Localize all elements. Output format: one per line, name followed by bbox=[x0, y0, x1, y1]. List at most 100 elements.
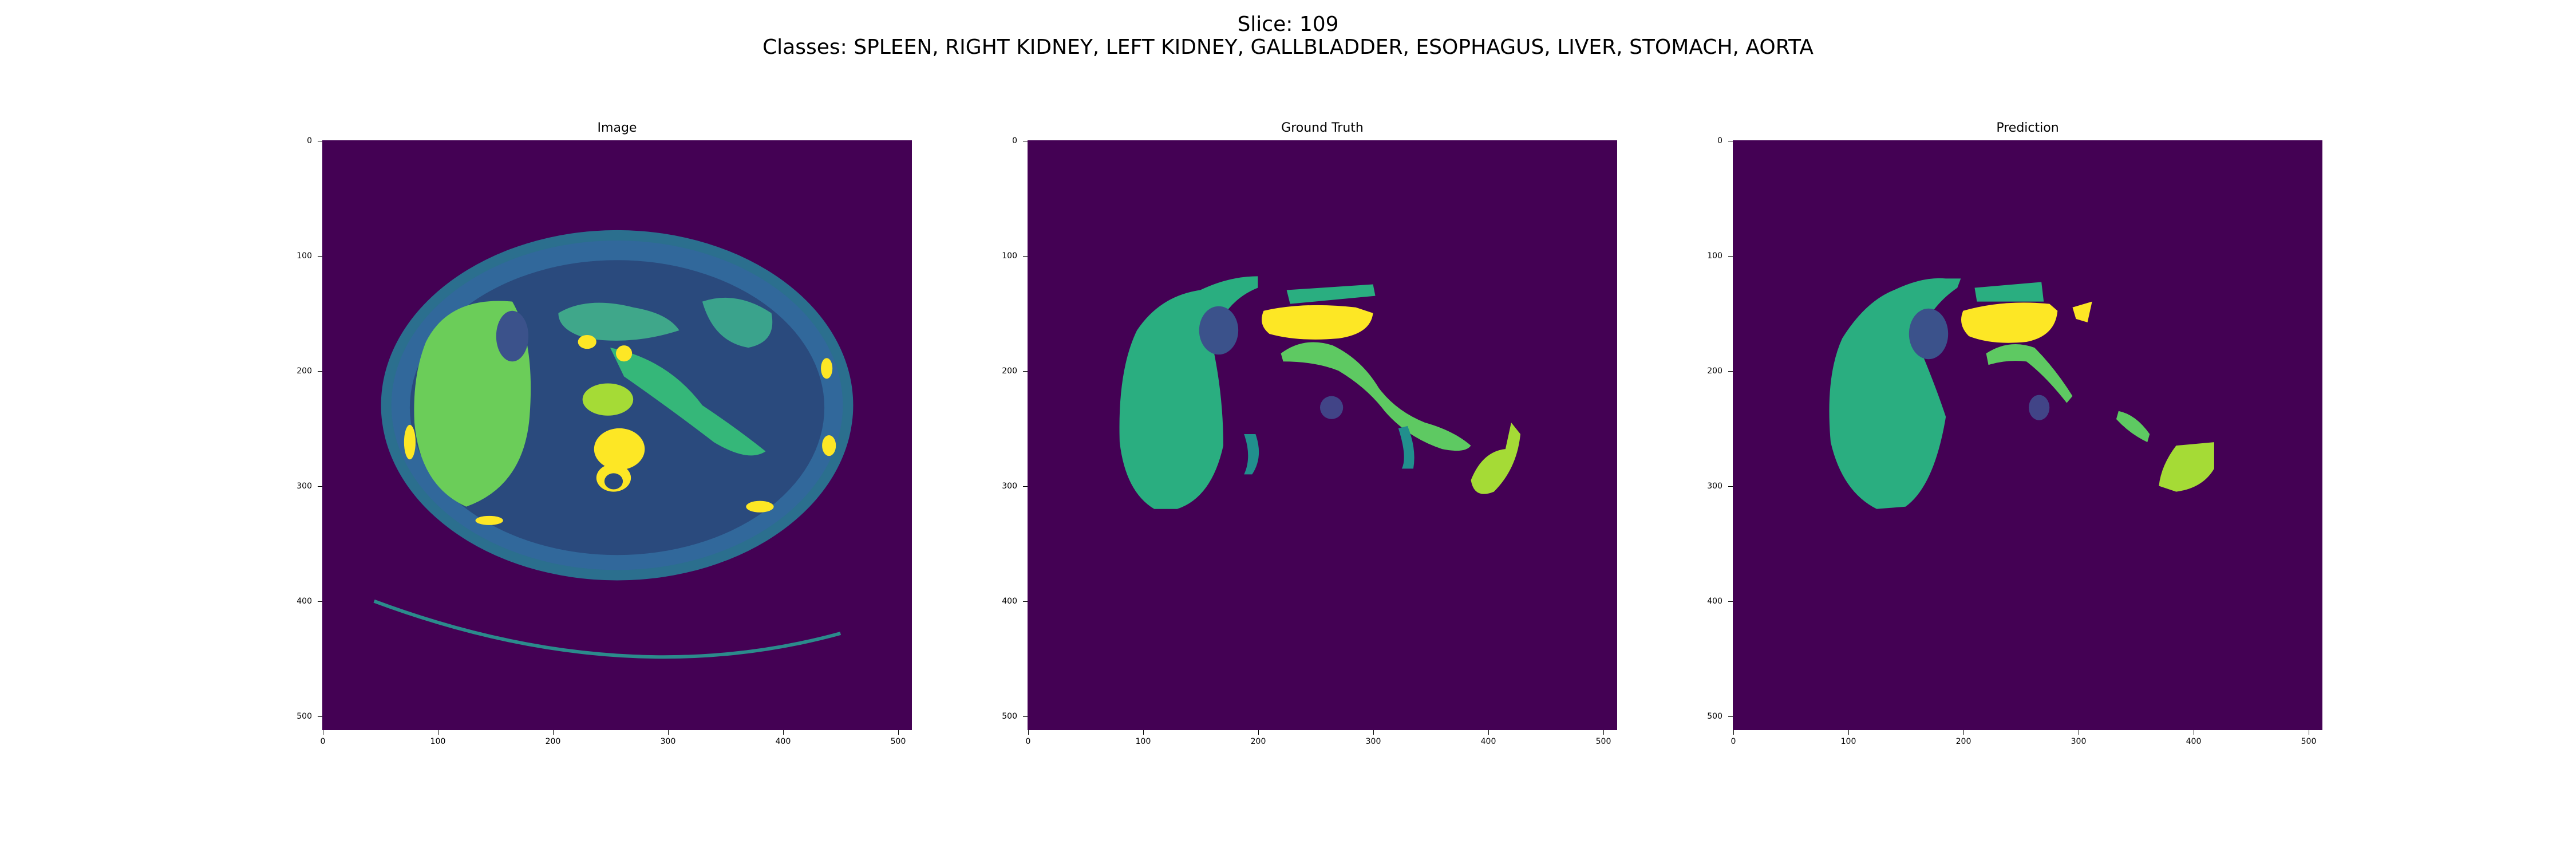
tick-label-x: 0 bbox=[1730, 737, 1736, 746]
tick-mark-x bbox=[1373, 730, 1374, 735]
spinal-canal bbox=[604, 473, 623, 490]
bowel-region bbox=[610, 348, 766, 456]
tick-mark-x bbox=[1963, 730, 1964, 735]
tick-mark-y bbox=[318, 256, 322, 257]
stomach-region bbox=[558, 302, 679, 341]
stomach-mask bbox=[1262, 305, 1373, 340]
liver-mask bbox=[1119, 276, 1258, 509]
tick-label-x: 500 bbox=[1595, 737, 1611, 746]
esophagus-mask-2 bbox=[1398, 425, 1415, 469]
ct-image-plot bbox=[322, 140, 912, 730]
tick-mark-y bbox=[1023, 601, 1028, 602]
tick-label-y: 300 bbox=[297, 482, 312, 491]
tick-label-x: 400 bbox=[1480, 737, 1496, 746]
liver-mask bbox=[1829, 278, 1961, 509]
panel-prediction: Prediction 0 100 200 300 400 500 0 100 2… bbox=[1707, 121, 2322, 746]
tick-label-x: 300 bbox=[2071, 737, 2087, 746]
mask-background bbox=[1028, 140, 1617, 730]
tick-mark-x bbox=[1143, 730, 1144, 735]
kidney-region bbox=[496, 310, 529, 362]
tick-label-y: 300 bbox=[1707, 482, 1722, 491]
tick-label-x: 100 bbox=[430, 737, 446, 746]
esophagus-mask bbox=[1244, 434, 1259, 475]
kidney-mask bbox=[1909, 308, 1949, 360]
prediction-mask bbox=[1733, 140, 2322, 730]
bowel-loop bbox=[702, 297, 773, 348]
tick-mark-x bbox=[1258, 730, 1259, 735]
tick-label-x: 0 bbox=[1025, 737, 1031, 746]
tick-label-y: 200 bbox=[297, 367, 312, 376]
tick-mark-x bbox=[1603, 730, 1604, 735]
figure-title-slice: Slice: 109 bbox=[1237, 13, 1339, 36]
mask-background bbox=[1733, 140, 2322, 730]
tick-label-x: 300 bbox=[1365, 737, 1381, 746]
tick-mark-y bbox=[1023, 256, 1028, 257]
rib-right bbox=[822, 435, 836, 456]
gallbladder-mask bbox=[2029, 395, 2050, 420]
tick-mark-y bbox=[318, 371, 322, 372]
tick-label-y: 200 bbox=[1707, 367, 1722, 376]
panel-image: Image 0 100 200 300 400 500 0 100 2 bbox=[297, 121, 912, 746]
tick-mark-y bbox=[1728, 256, 1733, 257]
tick-mark-x bbox=[783, 730, 784, 735]
vessel-region bbox=[582, 383, 634, 416]
tick-label-y: 500 bbox=[297, 712, 312, 721]
tick-label-y: 400 bbox=[1002, 597, 1017, 606]
tick-mark-y bbox=[1728, 371, 1733, 372]
tick-mark-y bbox=[1728, 716, 1733, 717]
tick-label-y: 400 bbox=[297, 597, 312, 606]
tick-label-y: 100 bbox=[1707, 251, 1722, 261]
tick-label-y: 0 bbox=[307, 136, 312, 145]
tick-label-y: 500 bbox=[1707, 712, 1722, 721]
tick-label-y: 500 bbox=[1002, 712, 1017, 721]
rib-left bbox=[404, 424, 416, 460]
spleen-mask bbox=[1471, 422, 1521, 494]
panel-ground-truth: Ground Truth 0 100 200 300 400 500 0 100… bbox=[1002, 121, 1617, 746]
tick-mark-x bbox=[1733, 730, 1734, 735]
tick-mark-y bbox=[1023, 716, 1028, 717]
aorta-mask bbox=[1986, 344, 2073, 403]
ground-truth-mask bbox=[1028, 140, 1617, 730]
tick-mark-x bbox=[1848, 730, 1849, 735]
rib-lower-right bbox=[746, 501, 774, 513]
tick-label-x: 400 bbox=[2186, 737, 2202, 746]
tick-mark-y bbox=[318, 716, 322, 717]
tick-label-x: 100 bbox=[1135, 737, 1151, 746]
vertebra-body bbox=[594, 428, 645, 470]
tick-label-x: 500 bbox=[2301, 737, 2317, 746]
aorta-mask bbox=[1281, 342, 1471, 451]
stomach-upper-mask bbox=[1286, 284, 1376, 304]
tick-mark-x bbox=[553, 730, 554, 735]
aorta-spot bbox=[615, 345, 633, 362]
stomach-mask bbox=[1961, 302, 2058, 343]
tick-label-y: 200 bbox=[1002, 367, 1017, 376]
panel-title: Image bbox=[597, 121, 637, 135]
tick-mark-x bbox=[668, 730, 669, 735]
tick-mark-x bbox=[1488, 730, 1489, 735]
spleen-mask bbox=[2159, 442, 2214, 492]
tick-label-x: 500 bbox=[890, 737, 906, 746]
tick-label-y: 0 bbox=[1012, 136, 1017, 145]
tick-label-x: 200 bbox=[1955, 737, 1971, 746]
aorta-mask-2 bbox=[2116, 411, 2150, 443]
stomach-fragment-mask bbox=[2072, 301, 2092, 322]
tick-label-x: 0 bbox=[320, 737, 326, 746]
tick-label-y: 0 bbox=[1717, 136, 1722, 145]
tick-label-x: 400 bbox=[775, 737, 791, 746]
ct-table bbox=[373, 599, 841, 659]
tick-label-y: 100 bbox=[1002, 251, 1017, 261]
tick-mark-y bbox=[1728, 486, 1733, 487]
rib-lower-left bbox=[475, 515, 503, 525]
tick-label-y: 100 bbox=[297, 251, 312, 261]
tick-label-x: 200 bbox=[545, 737, 561, 746]
tick-mark-y bbox=[318, 486, 322, 487]
panel-title: Ground Truth bbox=[1281, 121, 1364, 135]
gallbladder-mask bbox=[1319, 396, 1344, 419]
panel-title: Prediction bbox=[1996, 121, 2059, 135]
figure-title-classes: Classes: SPLEEN, RIGHT KIDNEY, LEFT KIDN… bbox=[762, 36, 1814, 59]
kidney-mask bbox=[1199, 306, 1239, 355]
tick-label-y: 400 bbox=[1707, 597, 1722, 606]
tick-label-x: 100 bbox=[1840, 737, 1856, 746]
tick-mark-x bbox=[1028, 730, 1029, 735]
tick-mark-y bbox=[1023, 486, 1028, 487]
